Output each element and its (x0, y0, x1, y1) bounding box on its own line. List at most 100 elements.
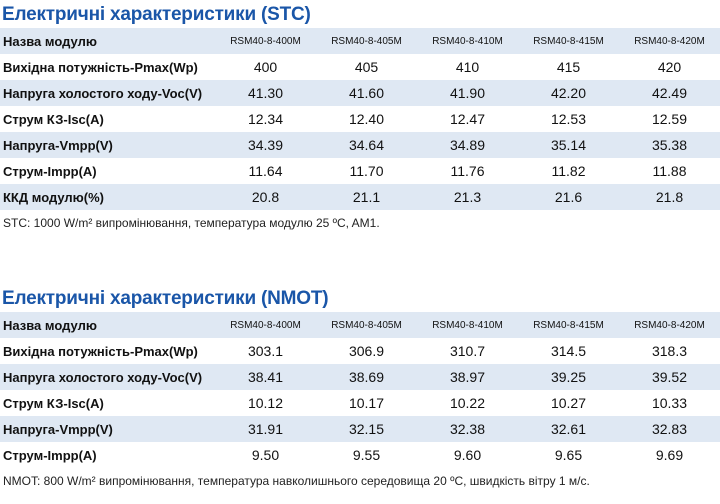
cell: 34.39 (215, 132, 316, 158)
cell: 12.34 (247, 111, 284, 127)
cell: 10.27 (550, 395, 587, 411)
cell: 303.1 (247, 343, 284, 359)
cell: 9.65 (554, 447, 583, 463)
row-label: ККД модулю(%) (0, 184, 215, 210)
cell: 10.22 (449, 395, 486, 411)
cell: 20.8 (215, 184, 316, 210)
header-cell: Назва модулю (0, 28, 215, 54)
cell: 405 (354, 59, 379, 75)
section-title: Електричні характеристики (NMOT) (2, 288, 329, 309)
cell: 21.1 (316, 184, 417, 210)
cell: 34.89 (417, 132, 518, 158)
cell: 12.40 (348, 111, 385, 127)
cell: 42.49 (619, 80, 720, 106)
table-row: Струм КЗ-Isc(A) 12.34 12.40 12.47 12.53 12.59 (0, 106, 720, 132)
header-cell: RSM40-8-420M (619, 312, 720, 338)
header-cell: RSM40-8-415M (518, 28, 619, 54)
cell: 10.33 (651, 395, 688, 411)
row-label: Вихідна потужність-Pmax(Wp) (3, 59, 198, 75)
cell: 11.76 (450, 163, 485, 179)
header-cell: RSM40-8-415M (518, 312, 619, 338)
cell: 38.97 (417, 364, 518, 390)
row-label: Вихідна потужність-Pmax(Wp) (3, 343, 198, 359)
table-row: Струм КЗ-Isc(A) 10.12 10.17 10.22 10.27 10.33 (0, 390, 720, 416)
table-row: Напруга-Vmpp(V) 31.91 32.15 32.38 32.61 32.83 (0, 416, 720, 442)
row-label: Струм-Impp(A) (3, 447, 97, 463)
cell: 38.69 (316, 364, 417, 390)
cell: 9.55 (352, 447, 381, 463)
cell: 41.30 (215, 80, 316, 106)
table-row: Напруга холостого ходу-Voc(V) 38.41 38.69 3… (0, 364, 720, 390)
cell: 410 (455, 59, 480, 75)
cell: 21.6 (518, 184, 619, 210)
section: Електричні характеристики (NMOT) Назва мо… (0, 286, 720, 488)
cell: 42.20 (518, 80, 619, 106)
section: Електричні характеристики (STC) Назва мод… (0, 2, 720, 230)
table-row: Напруга-Vmpp(V) 34.39 34.64 34.89 35.14 35.38 (0, 132, 720, 158)
cell: 400 (253, 59, 278, 75)
cell: 415 (556, 59, 581, 75)
row-label: Струм КЗ-Isc(A) (3, 395, 104, 411)
cell: 10.17 (348, 395, 385, 411)
cell: 39.52 (619, 364, 720, 390)
header-cell: RSM40-8-410M (417, 28, 518, 54)
cell: 9.69 (655, 447, 684, 463)
header-row: Назва модулю RSM40-8-400M RSM40-8-405M RSM4… (0, 312, 720, 338)
cell: 12.59 (651, 111, 688, 127)
row-label: Напруга холостого ходу-Voc(V) (0, 80, 215, 106)
cell: 10.12 (247, 395, 284, 411)
cell: 12.53 (550, 111, 587, 127)
cell: 310.7 (449, 343, 486, 359)
header-cell: RSM40-8-410M (417, 312, 518, 338)
cell: 32.15 (316, 416, 417, 442)
cell: 12.47 (449, 111, 486, 127)
section-title: Електричні характеристики (STC) (2, 4, 311, 25)
header-cell: RSM40-8-400M (215, 28, 316, 54)
table-row: ККД модулю(%) 20.8 21.1 21.3 21.6 21.8 (0, 184, 720, 210)
header-cell: RSM40-8-405M (316, 312, 417, 338)
cell: 9.50 (251, 447, 280, 463)
cell: 38.41 (215, 364, 316, 390)
cell: 420 (657, 59, 682, 75)
row-label: Напруга-Vmpp(V) (0, 132, 215, 158)
row-label: Струм КЗ-Isc(A) (3, 111, 104, 127)
cell: 34.64 (316, 132, 417, 158)
row-label: Струм-Impp(A) (3, 163, 97, 179)
cell: 32.38 (417, 416, 518, 442)
table-row: Вихідна потужність-Pmax(Wp) 303.1 306.9 310… (0, 338, 720, 364)
cell: 32.83 (619, 416, 720, 442)
cell: 21.3 (417, 184, 518, 210)
header-row: Назва модулю RSM40-8-400M RSM40-8-405M RSM4… (0, 28, 720, 54)
cell: 39.25 (518, 364, 619, 390)
cell: 9.60 (453, 447, 482, 463)
cell: 318.3 (651, 343, 688, 359)
cell: 32.61 (518, 416, 619, 442)
cell: 314.5 (550, 343, 587, 359)
cell: 306.9 (348, 343, 385, 359)
header-cell: Назва модулю (0, 312, 215, 338)
table-row: Напруга холостого ходу-Voc(V) 41.30 41.60 4… (0, 80, 720, 106)
cell: 21.8 (619, 184, 720, 210)
cell: 41.90 (417, 80, 518, 106)
row-label: Напруга-Vmpp(V) (0, 416, 215, 442)
footnote: NMOT: 800 W/m² випромінювання, температу… (3, 474, 590, 488)
row-label: Напруга холостого ходу-Voc(V) (0, 364, 215, 390)
footnote: STC: 1000 W/m² випромінювання, температу… (3, 216, 380, 230)
cell: 31.91 (215, 416, 316, 442)
cell: 11.64 (248, 163, 283, 179)
cell: 11.82 (551, 163, 586, 179)
table-row: Струм-Impp(A) 9.50 9.55 9.60 9.65 9.69 (0, 442, 720, 468)
header-cell: RSM40-8-420M (619, 28, 720, 54)
cell: 35.14 (518, 132, 619, 158)
cell: 41.60 (316, 80, 417, 106)
header-cell: RSM40-8-405M (316, 28, 417, 54)
table-row: Вихідна потужність-Pmax(Wp) 400 405 410 415 4… (0, 54, 720, 80)
spec-table: Назва модулю RSM40-8-400M RSM40-8-405M RSM4… (0, 28, 720, 210)
cell: 35.38 (619, 132, 720, 158)
cell: 11.88 (652, 163, 687, 179)
table-row: Струм-Impp(A) 11.64 11.70 11.76 11.82 11.88 (0, 158, 720, 184)
spec-table: Назва модулю RSM40-8-400M RSM40-8-405M RSM4… (0, 312, 720, 468)
cell: 11.70 (349, 163, 384, 179)
header-cell: RSM40-8-400M (215, 312, 316, 338)
